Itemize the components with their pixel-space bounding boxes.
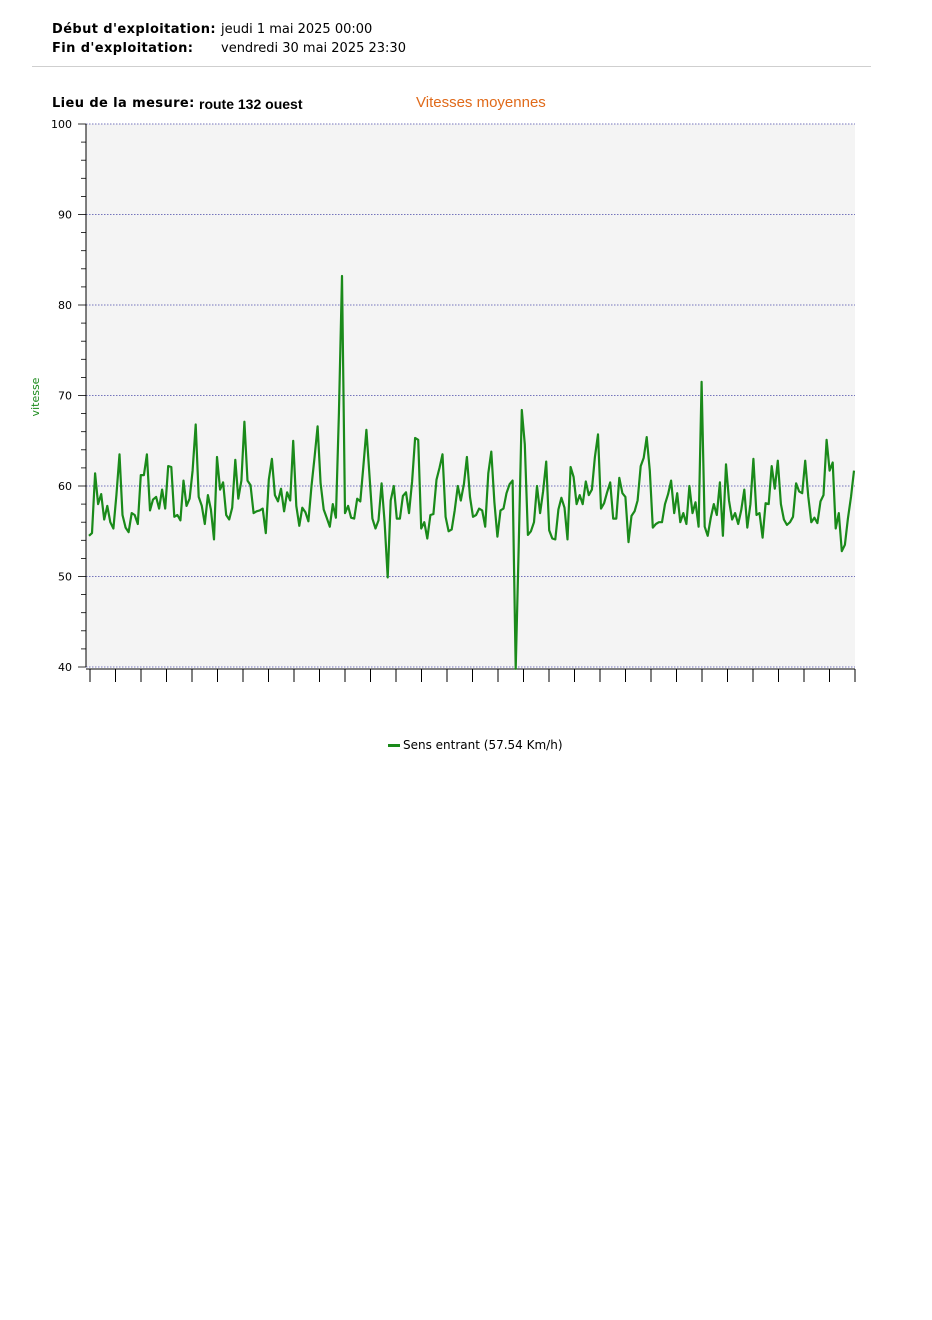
end-value: vendredi 30 mai 2025 23:30 [221,41,406,56]
series-line [88,274,856,670]
x-axis [86,668,856,682]
header-divider [32,66,871,67]
legend-swatch [388,743,400,747]
y-axis: 40 50 60 70 80 90 100 [51,118,87,674]
gridlines [86,123,855,668]
y-tick-label: 100 [51,118,72,131]
y-axis-label: vitesse [29,377,42,416]
legend: Sens entrant (57.54 Km/h) [388,738,563,752]
start-value: jeudi 1 mai 2025 00:00 [221,22,373,37]
line-chart: 40 50 60 70 80 90 100 vitesse [29,118,856,682]
y-tick-label: 50 [58,571,72,584]
y-tick-label: 70 [58,390,72,403]
legend-label: Sens entrant (57.54 Km/h) [403,738,563,752]
end-label: Fin d'exploitation: [52,41,194,56]
chart-title: Vitesses moyennes [416,94,546,111]
y-tick-label: 90 [58,209,72,222]
location-value: route 132 ouest [199,96,303,112]
y-tick-label: 60 [58,480,72,493]
y-tick-label: 80 [58,299,72,312]
start-label: Début d'exploitation: [52,22,216,37]
series-lines [88,274,856,670]
y-tick-label: 40 [58,661,72,674]
location-label: Lieu de la mesure: [52,96,195,111]
